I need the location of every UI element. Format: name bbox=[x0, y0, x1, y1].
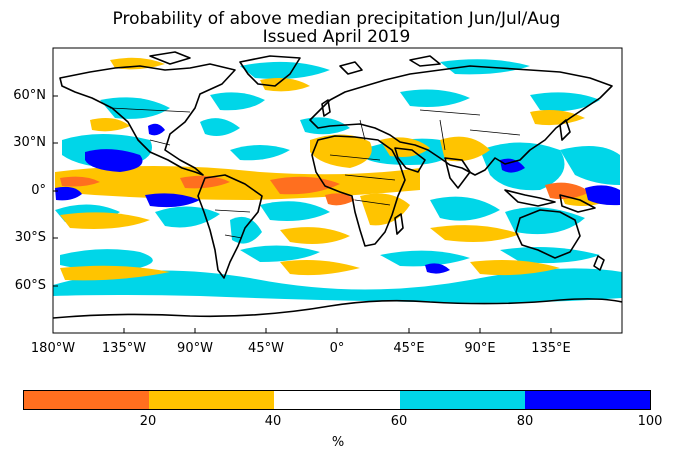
colorbar-unit-label: % bbox=[331, 435, 345, 450]
lat-label-30n: 30°N bbox=[13, 135, 46, 150]
colorbar-bin-80-100 bbox=[524, 391, 651, 409]
blue-probability-areas bbox=[55, 123, 620, 274]
lon-label-45w: 45°W bbox=[248, 341, 284, 356]
colorbar-tick-80: 80 bbox=[516, 414, 534, 429]
coastlines bbox=[53, 51, 622, 319]
colorbar-bin-40-60 bbox=[274, 391, 400, 409]
colorbar-tick-20: 20 bbox=[139, 414, 157, 429]
lon-label-90w: 90°W bbox=[177, 341, 213, 356]
map-field bbox=[53, 48, 622, 333]
lon-label-0: 0° bbox=[329, 341, 345, 356]
lon-label-135e: 135°E bbox=[531, 341, 571, 356]
lon-label-135w: 135°W bbox=[101, 341, 147, 356]
lon-label-180w: 180°W bbox=[30, 341, 76, 356]
colorbar-tick-40: 40 bbox=[264, 414, 282, 429]
colorbar-tick-100: 100 bbox=[637, 414, 663, 429]
lon-label-45e: 45°E bbox=[393, 341, 425, 356]
lat-label-equator: 0° bbox=[31, 183, 46, 198]
yellow-probability-areas bbox=[55, 57, 615, 281]
colorbar bbox=[23, 390, 651, 410]
axis-ticks bbox=[52, 95, 552, 333]
lon-label-90e: 90°E bbox=[464, 341, 496, 356]
lat-label-60s: 60°S bbox=[14, 278, 46, 293]
lat-label-30s: 30°S bbox=[14, 230, 46, 245]
lat-label-60n: 60°N bbox=[13, 88, 46, 103]
colorbar-bin-0-20 bbox=[24, 391, 150, 409]
colorbar-tick-60: 60 bbox=[390, 414, 408, 429]
title-line-2: Issued April 2019 bbox=[262, 27, 411, 47]
colorbar-bin-60-80 bbox=[399, 391, 525, 409]
country-borders bbox=[109, 107, 521, 239]
colorbar-bin-20-40 bbox=[149, 391, 275, 409]
title-line-1: Probability of above median precipitatio… bbox=[112, 9, 561, 29]
